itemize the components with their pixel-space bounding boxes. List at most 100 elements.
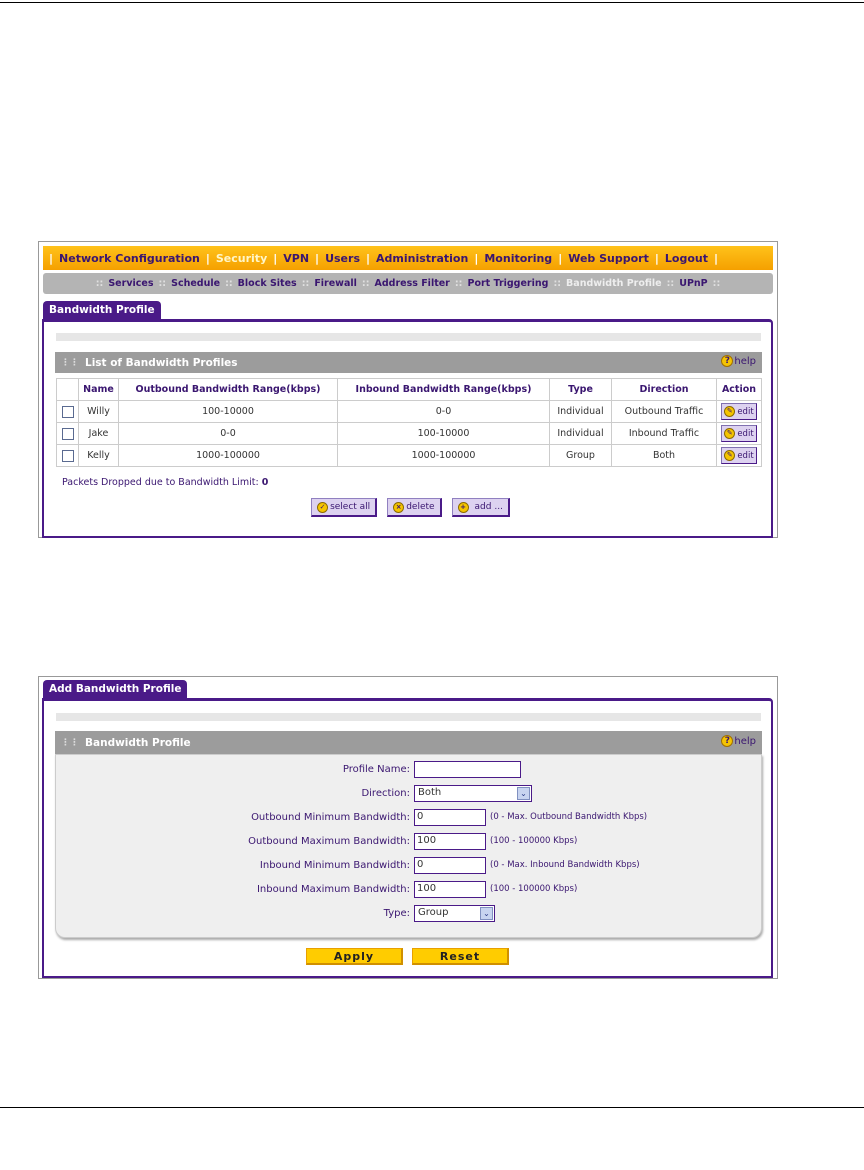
cell-direction: Both [611,444,717,467]
subnav-address-filter[interactable]: Address Filter [374,278,450,289]
chevron-down-icon: ⌄ [517,786,530,800]
reset-button[interactable]: Reset [412,948,509,965]
bandwidth-profile-list-screenshot: | Network Configuration | Security | VPN | … [38,241,778,538]
nav-security[interactable]: Security [215,251,268,265]
delete-button[interactable]: × delete [387,498,442,517]
edit-label: edit [737,406,754,417]
select-all-button[interactable]: ✓ select all [311,498,378,517]
profile-name-label: Profile Name: [342,763,410,775]
packets-value: 0 [261,477,269,488]
subnav-schedule[interactable]: Schedule [171,278,221,289]
cell-outbound: 0-0 [118,422,338,445]
add-button[interactable]: + add ... [451,498,510,517]
cell-name: Kelly [78,444,119,467]
edit-button[interactable]: ✎ edit [721,447,757,464]
direction-row: Direction: Both ⌄ [56,784,761,802]
nav-web-support[interactable]: Web Support [568,251,649,265]
inbound-max-label: Inbound Maximum Bandwidth: [256,883,410,895]
outbound-min-hint: (0 - Max. Outbound Bandwidth Kbps) [490,812,648,822]
table-header: Name Outbound Bandwidth Range(kbps) Inbo… [56,378,762,401]
cell-inbound: 1000-100000 [337,444,550,467]
subnav-port-triggering[interactable]: Port Triggering [467,278,549,289]
nav-logout[interactable]: Logout [664,251,708,265]
edit-button[interactable]: ✎ edit [721,403,757,420]
profile-name-input[interactable] [414,760,521,778]
table-row: Willy 100-10000 0-0 Individual Outbound … [56,400,762,423]
direction-label: Direction: [361,787,410,799]
inbound-max-input[interactable]: 100 [414,880,486,898]
help-label: help [734,735,756,747]
edit-label: edit [737,428,754,439]
cell-direction: Inbound Traffic [611,422,717,445]
bottom-rule [0,1107,864,1108]
outbound-max-label: Outbound Maximum Bandwidth: [248,835,410,847]
row-checkbox[interactable] [61,405,74,418]
pencil-icon: ✎ [724,428,736,439]
cell-direction: Outbound Traffic [611,400,717,423]
edit-label: edit [737,450,754,461]
outbound-max-input[interactable]: 100 [414,832,486,850]
help-label: help [734,355,756,367]
row-checkbox[interactable] [61,449,74,462]
nav-vpn[interactable]: VPN [283,251,310,265]
cell-inbound: 0-0 [337,400,550,423]
inbound-max-hint: (100 - 100000 Kbps) [490,884,578,894]
divider [56,333,761,341]
packets-dropped: Packets Dropped due to Bandwidth Limit: … [62,477,268,488]
col-type: Type [549,378,612,401]
row-checkbox[interactable] [61,427,74,440]
nav-administration[interactable]: Administration [376,251,469,265]
type-value: Group [418,906,449,918]
subnav-services[interactable]: Services [108,278,154,289]
divider [56,713,761,721]
subnav-upnp[interactable]: UPnP [679,278,708,289]
nav-monitoring[interactable]: Monitoring [484,251,553,265]
section-header: ⋮⋮ Bandwidth Profile ? help [55,731,762,754]
help-link[interactable]: ? help [721,735,756,747]
inbound-max-row: Inbound Maximum Bandwidth: 100 (100 - 10… [56,880,761,898]
form-box: Profile Name: Direction: Both ⌄ Outbound … [55,754,762,938]
pencil-icon: ✎ [724,450,736,461]
col-name: Name [78,378,119,401]
col-select [56,378,79,401]
add-bandwidth-profile-screenshot: Add Bandwidth Profile ⋮⋮ Bandwidth Profi… [38,676,778,979]
outbound-min-input[interactable]: 0 [414,808,486,826]
outbound-min-label: Outbound Minimum Bandwidth: [251,811,410,823]
outbound-max-row: Outbound Maximum Bandwidth: 100 (100 - 1… [56,832,761,850]
col-direction: Direction [611,378,717,401]
cell-outbound: 100-10000 [118,400,338,423]
type-select[interactable]: Group ⌄ [414,904,495,922]
type-label: Type: [383,907,410,919]
apply-button[interactable]: Apply [306,948,403,965]
action-buttons: ✓ select all × delete + add ... [44,498,771,517]
outbound-min-row: Outbound Minimum Bandwidth: 0 (0 - Max. … [56,808,761,826]
nav-users[interactable]: Users [325,251,360,265]
subnav-firewall[interactable]: Firewall [314,278,357,289]
col-action: Action [716,378,762,401]
tab-bandwidth-profile[interactable]: Bandwidth Profile [43,301,161,320]
profiles-table: Name Outbound Bandwidth Range(kbps) Inbo… [56,378,762,467]
chevron-down-icon: ⌄ [480,906,493,920]
inbound-min-row: Inbound Minimum Bandwidth: 0 (0 - Max. I… [56,856,761,874]
help-link[interactable]: ? help [721,355,756,367]
inbound-min-input[interactable]: 0 [414,856,486,874]
check-icon: ✓ [317,501,329,513]
table-row: Kelly 1000-100000 1000-100000 Group Both… [56,444,762,467]
subnav-block-sites[interactable]: Block Sites [237,278,297,289]
section-title: Bandwidth Profile [85,736,191,749]
delete-label: delete [406,502,435,512]
add-panel: ⋮⋮ Bandwidth Profile ? help Profile Name:… [42,698,773,978]
profile-name-row: Profile Name: [56,760,761,778]
sub-nav: :: Services :: Schedule :: Block Sites :: Fi… [43,273,773,294]
cell-type: Group [549,444,612,467]
plus-icon: + [457,501,469,513]
grip-icon: ⋮⋮ [61,737,79,748]
tab-add-bandwidth-profile[interactable]: Add Bandwidth Profile [43,680,188,699]
nav-network-configuration[interactable]: Network Configuration [59,251,200,265]
cell-name: Willy [78,400,119,423]
table-row: Jake 0-0 100-10000 Individual Inbound Tr… [56,422,762,445]
subnav-bandwidth-profile[interactable]: Bandwidth Profile [566,278,662,289]
inbound-min-hint: (0 - Max. Inbound Bandwidth Kbps) [490,860,640,870]
direction-select[interactable]: Both ⌄ [414,784,532,802]
edit-button[interactable]: ✎ edit [721,425,757,442]
